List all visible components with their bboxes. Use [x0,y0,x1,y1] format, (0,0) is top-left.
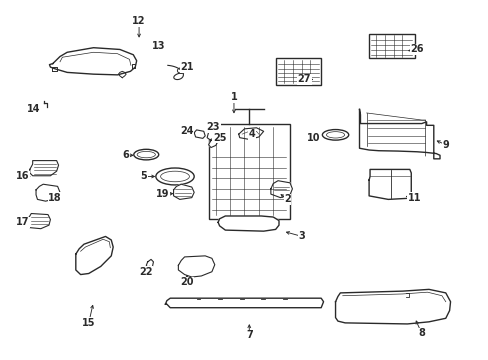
Text: 15: 15 [82,318,95,328]
Text: 7: 7 [245,330,252,340]
Text: 20: 20 [180,277,193,287]
Polygon shape [132,64,135,68]
Polygon shape [218,216,279,231]
Text: 1: 1 [230,92,237,102]
Text: 14: 14 [27,104,41,114]
Polygon shape [178,256,214,277]
Text: 6: 6 [122,150,129,160]
Text: 12: 12 [132,16,145,26]
Text: 22: 22 [139,267,153,277]
Polygon shape [208,138,218,148]
Text: 10: 10 [306,133,320,143]
Text: 11: 11 [407,193,421,203]
Text: 13: 13 [151,41,164,51]
Polygon shape [194,130,205,138]
Text: 3: 3 [298,231,305,242]
Polygon shape [165,298,323,308]
Ellipse shape [156,168,194,185]
Polygon shape [118,71,126,78]
Polygon shape [146,259,153,268]
Text: 25: 25 [212,133,226,143]
Text: 5: 5 [140,171,147,181]
Text: 4: 4 [248,129,255,139]
Text: 27: 27 [297,75,310,85]
Text: 21: 21 [180,62,193,72]
Text: 24: 24 [180,126,193,136]
Text: 8: 8 [418,328,425,338]
Text: 23: 23 [206,122,220,132]
Text: 18: 18 [48,193,62,203]
Polygon shape [270,181,292,198]
Bar [368,33,414,58]
Polygon shape [30,161,59,176]
Bar [275,58,321,85]
Polygon shape [49,48,137,75]
Polygon shape [359,109,439,159]
Polygon shape [76,237,113,275]
Polygon shape [368,170,410,199]
Polygon shape [238,128,263,139]
Text: 16: 16 [16,171,30,181]
Text: 2: 2 [284,194,290,204]
Polygon shape [207,129,215,140]
Polygon shape [52,67,57,71]
Text: 26: 26 [409,45,423,54]
Bar [208,123,289,219]
Polygon shape [26,213,50,229]
Text: 9: 9 [442,140,448,150]
Polygon shape [335,289,449,324]
Polygon shape [36,184,60,201]
Text: 17: 17 [16,217,30,227]
Text: 19: 19 [156,189,169,199]
Ellipse shape [134,149,159,160]
Ellipse shape [322,130,348,140]
Polygon shape [173,184,194,199]
